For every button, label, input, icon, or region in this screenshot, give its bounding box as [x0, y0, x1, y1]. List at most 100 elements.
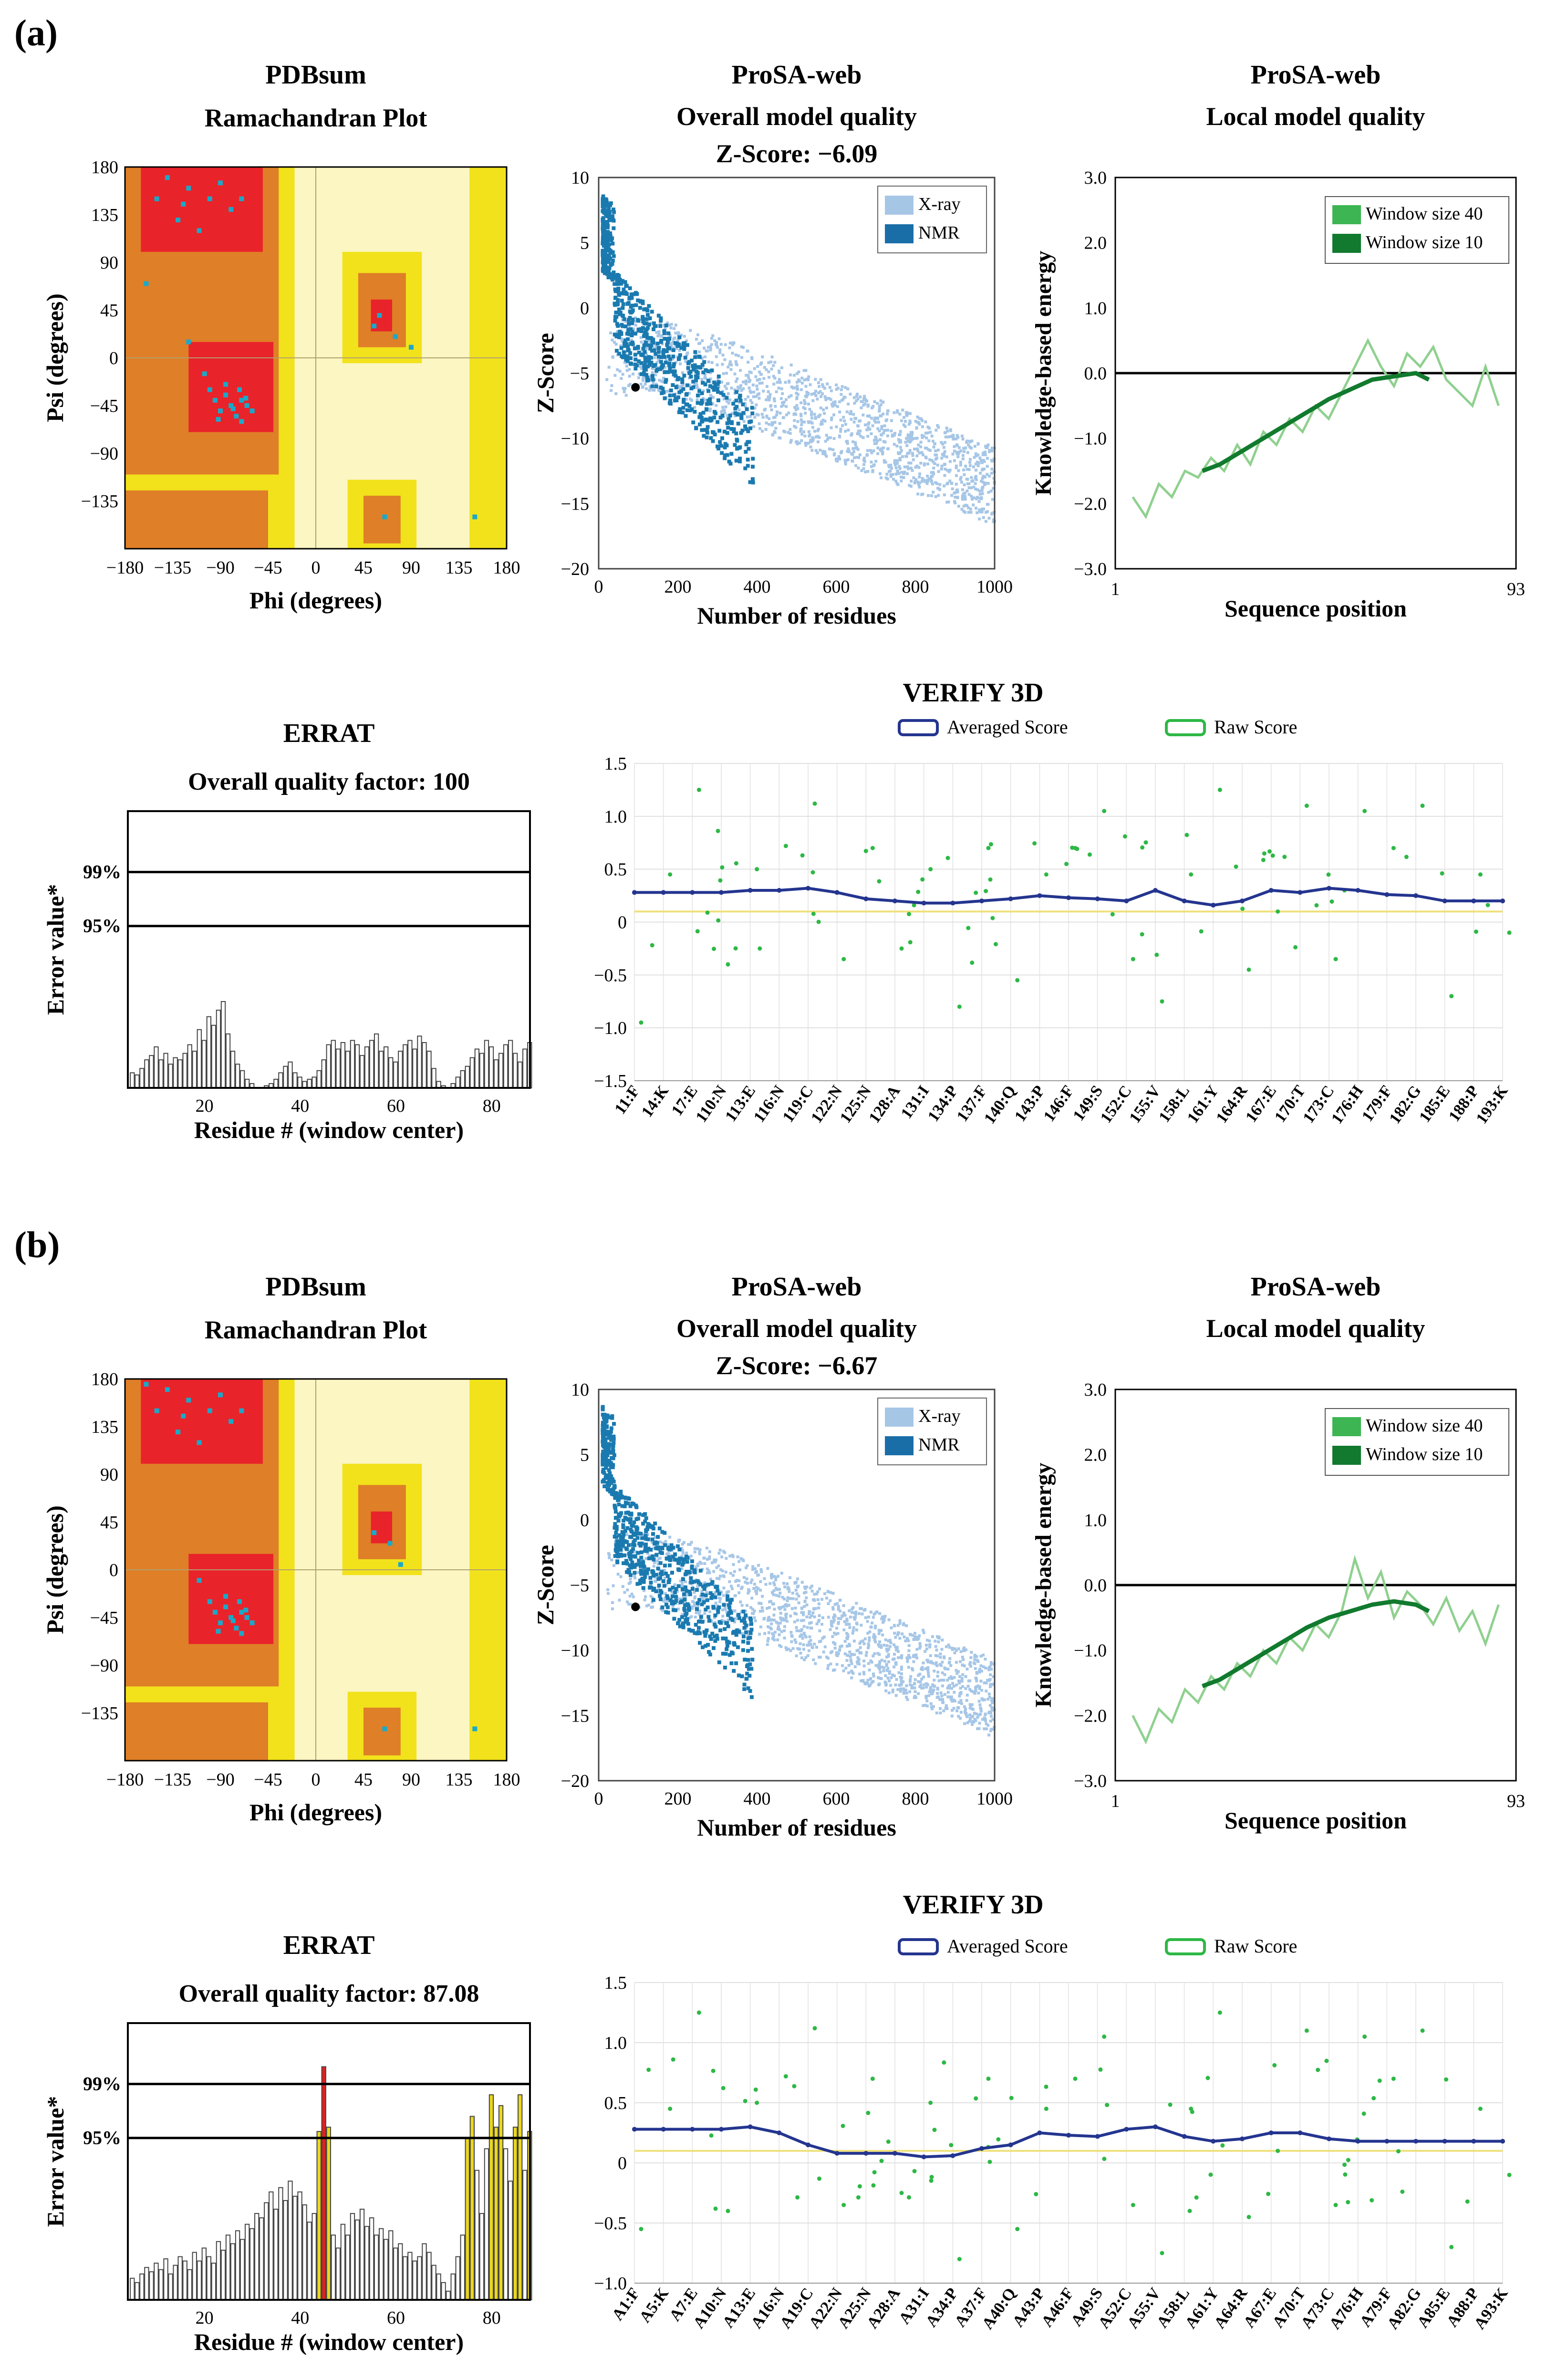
xray-reference-point — [859, 429, 862, 433]
xray-reference-point — [991, 1718, 995, 1721]
xray-reference-point — [804, 411, 807, 415]
xray-reference-point — [768, 376, 771, 379]
xray-reference-point — [829, 1651, 832, 1654]
nmr-reference-point — [685, 1620, 689, 1624]
errat-bar — [331, 2234, 336, 2300]
errat-bar — [364, 2226, 370, 2301]
xray-reference-point — [975, 1672, 978, 1675]
nmr-reference-point — [633, 1563, 638, 1567]
xray-reference-point — [963, 1705, 966, 1708]
xray-reference-point — [665, 355, 668, 358]
nmr-reference-point — [642, 364, 646, 368]
nmr-reference-point — [641, 1513, 645, 1517]
xray-reference-point — [749, 371, 753, 374]
nmr-reference-point — [742, 1617, 746, 1621]
xray-reference-point — [774, 405, 777, 408]
rama-residue-point — [472, 1726, 478, 1732]
xray-reference-point — [941, 1698, 945, 1701]
nmr-reference-point — [666, 331, 671, 335]
xray-reference-point — [941, 1671, 944, 1674]
nmr-reference-point — [619, 1490, 623, 1494]
xray-reference-point — [968, 458, 972, 461]
xray-reference-point — [812, 1658, 815, 1661]
verify-raw-point — [639, 1020, 644, 1025]
xray-reference-point — [844, 429, 847, 433]
xray-reference-point — [941, 1639, 944, 1642]
verify-raw-point — [1110, 912, 1115, 917]
nmr-reference-point — [601, 1450, 605, 1454]
xray-reference-point — [728, 342, 732, 345]
xray-reference-point — [648, 1554, 651, 1557]
legend-averaged-label: Averaged Score — [947, 716, 1068, 738]
verify-raw-point — [1377, 2078, 1382, 2083]
xray-reference-point — [705, 349, 708, 353]
xray-reference-point — [974, 487, 977, 491]
xray-reference-point — [742, 387, 745, 390]
verify-x-tick-label: 113:E — [722, 1082, 759, 1125]
zscore-x-tick-label: 1000 — [976, 1789, 1013, 1809]
xray-reference-point — [914, 480, 917, 483]
nmr-reference-point — [746, 440, 750, 444]
xray-reference-point — [923, 1683, 926, 1686]
xray-reference-point — [870, 417, 873, 420]
xray-reference-point — [959, 476, 963, 479]
local-x-tick-label: 93 — [1507, 1791, 1525, 1811]
nmr-reference-point — [625, 355, 629, 359]
xray-reference-point — [989, 1663, 993, 1667]
nmr-reference-point — [612, 1441, 616, 1445]
rama-residue-point — [472, 514, 478, 520]
xray-reference-point — [872, 1672, 875, 1676]
nmr-reference-point — [621, 1537, 625, 1542]
nmr-reference-point — [691, 367, 696, 372]
xray-reference-point — [885, 1669, 889, 1672]
nmr-reference-point — [716, 446, 721, 450]
nmr-reference-point — [645, 1525, 650, 1529]
xray-reference-point — [800, 1619, 803, 1622]
errat-99-label: 99% — [83, 2073, 121, 2095]
nmr-reference-point — [664, 349, 669, 354]
verify-raw-point — [716, 828, 720, 833]
xray-reference-point — [696, 1585, 699, 1588]
xray-reference-point — [684, 1580, 687, 1583]
xray-reference-point — [978, 456, 982, 459]
xray-reference-point — [783, 1636, 786, 1639]
xray-reference-point — [872, 1612, 876, 1616]
xray-reference-point — [846, 442, 849, 445]
errat-bar — [249, 2228, 255, 2301]
xray-reference-point — [972, 496, 976, 500]
xray-reference-point — [871, 424, 874, 428]
nmr-reference-point — [710, 368, 714, 373]
xray-reference-point — [770, 355, 774, 359]
xray-reference-point — [732, 1563, 735, 1566]
nmr-reference-point — [693, 365, 697, 369]
xray-reference-point — [764, 407, 767, 411]
errat-y-axis-label: Error value* — [42, 884, 69, 1015]
nmr-reference-point — [615, 1539, 619, 1544]
xray-reference-point — [681, 1543, 684, 1546]
xray-reference-point — [907, 1654, 910, 1657]
nmr-reference-point — [620, 354, 624, 358]
xray-reference-point — [831, 448, 835, 451]
nmr-reference-point — [674, 1587, 678, 1591]
xray-reference-point — [890, 419, 893, 422]
nmr-reference-point — [664, 1571, 668, 1576]
xray-reference-point — [820, 1623, 824, 1626]
xray-reference-point — [795, 1626, 798, 1629]
nmr-reference-point — [633, 1571, 637, 1575]
xray-reference-point — [816, 1598, 820, 1601]
xray-reference-point — [800, 1606, 803, 1609]
verify-raw-point — [1070, 846, 1075, 850]
verify-raw-point — [1346, 2158, 1350, 2162]
xray-reference-point — [697, 342, 701, 345]
nmr-reference-point — [623, 1539, 627, 1543]
nmr-reference-point — [605, 271, 609, 276]
xray-reference-point — [786, 1619, 789, 1623]
xray-reference-point — [955, 1672, 959, 1675]
xray-reference-point — [957, 446, 961, 449]
xray-reference-point — [701, 339, 704, 343]
xray-reference-point — [653, 346, 656, 350]
xray-reference-point — [784, 1616, 788, 1619]
nmr-reference-point — [700, 1619, 705, 1624]
xray-reference-point — [939, 1691, 943, 1694]
xray-reference-point — [986, 503, 990, 506]
